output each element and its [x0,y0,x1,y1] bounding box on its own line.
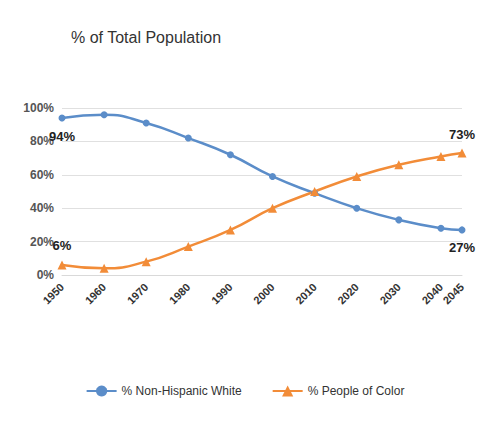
svg-text:1990: 1990 [209,281,235,307]
svg-text:6%: 6% [53,238,72,253]
svg-text:60%: 60% [30,168,54,182]
svg-text:1980: 1980 [167,281,193,307]
svg-text:94%: 94% [49,129,75,144]
svg-text:0%: 0% [37,268,55,282]
svg-text:73%: 73% [449,127,475,142]
svg-text:1970: 1970 [125,281,151,307]
svg-text:1960: 1960 [83,281,109,307]
svg-text:2010: 2010 [293,281,319,307]
svg-text:% Non-Hispanic White: % Non-Hispanic White [122,384,242,398]
svg-text:2000: 2000 [251,281,277,307]
svg-text:20%: 20% [30,235,54,249]
svg-text:100%: 100% [23,101,54,115]
svg-text:1950: 1950 [40,281,66,307]
svg-text:% of Total Population: % of Total Population [71,29,221,46]
svg-text:27%: 27% [449,240,475,255]
svg-text:40%: 40% [30,201,54,215]
svg-text:2045: 2045 [440,281,466,307]
svg-text:% People of Color: % People of Color [308,384,405,398]
svg-text:2030: 2030 [377,281,403,307]
svg-text:2040: 2040 [419,281,445,307]
svg-text:2020: 2020 [335,281,361,307]
svg-text:80%: 80% [30,134,54,149]
